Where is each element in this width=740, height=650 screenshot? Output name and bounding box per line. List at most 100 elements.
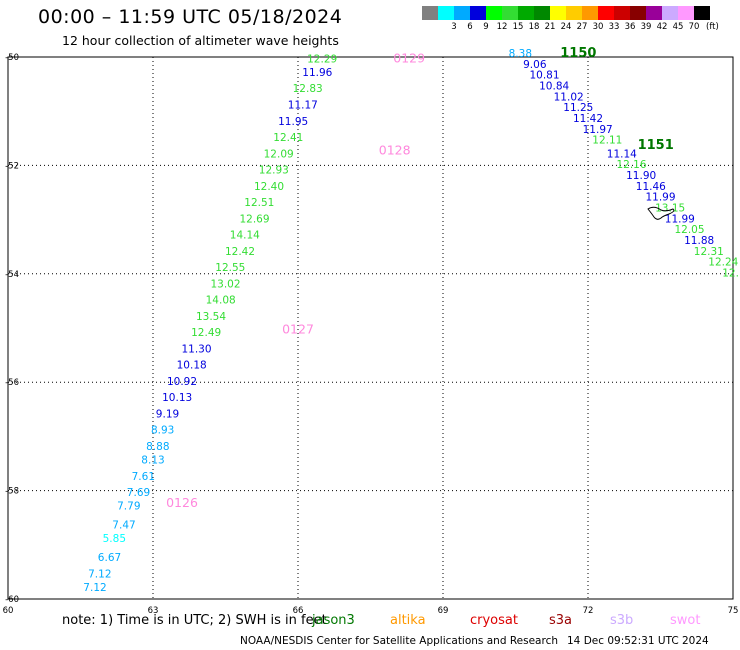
- colorbar-swatch: [694, 6, 710, 20]
- colorbar-tick-label: 45: [672, 22, 684, 32]
- wave-height-label: 12.24: [708, 257, 738, 269]
- wave-height-label: 11.99: [645, 192, 675, 204]
- colorbar-unit: (ft): [706, 22, 719, 32]
- colorbar-tick-label: 70: [688, 22, 700, 32]
- wave-height-label: 10.81: [529, 70, 559, 82]
- pass-label: 0127: [282, 321, 314, 336]
- wave-height-label: 10.13: [162, 392, 192, 404]
- pass-label: 1150: [560, 46, 596, 61]
- pass-label: 1151: [638, 138, 674, 153]
- colorbar-tick-label: 33: [608, 22, 620, 32]
- wave-height-label: 11.90: [626, 170, 656, 182]
- pass-label: 0129: [393, 50, 425, 65]
- colorbar-swatch: [422, 6, 438, 20]
- satellite-legend-cryosat: cryosat: [470, 613, 518, 628]
- footer-note: note: 1) Time is in UTC; 2) SWH is in fe…: [62, 613, 327, 628]
- colorbar-swatch: [486, 6, 502, 20]
- wave-height-label: 10.92: [167, 376, 197, 388]
- x-tick-label: 60: [3, 606, 14, 616]
- colorbar-swatch: [454, 6, 470, 20]
- wave-height-label: 12.49: [191, 327, 221, 339]
- wave-height-label: 11.14: [607, 148, 637, 160]
- colorbar-swatch: [662, 6, 678, 20]
- colorbar-tick-label: 24: [560, 22, 572, 32]
- wave-height-label: 11.46: [636, 181, 666, 193]
- satellite-legend-jason3: jason3: [312, 613, 355, 628]
- colorbar-swatch: [566, 6, 582, 20]
- wave-height-label: 11.30: [181, 343, 211, 355]
- wave-height-label: 5.85: [103, 533, 126, 545]
- colorbar-swatch: [502, 6, 518, 20]
- wave-height-label: 7.47: [112, 520, 135, 532]
- wave-height-label: 14.08: [206, 295, 236, 307]
- island-outline: [647, 206, 675, 220]
- wave-height-label: 12.55: [215, 262, 245, 274]
- footer-credit: NOAA/NESDIS Center for Satellite Applica…: [240, 635, 558, 647]
- wave-height-label: 9.06: [523, 59, 547, 71]
- wave-height-label: 7.12: [83, 582, 106, 594]
- y-tick-label: -50: [5, 53, 19, 63]
- colorbar-tick-label: 18: [528, 22, 540, 32]
- wave-height-label: 10.18: [177, 360, 207, 372]
- plot-frame: [7, 56, 734, 600]
- wave-height-label: 12.: [722, 268, 739, 280]
- colorbar-tick-label: 21: [544, 22, 556, 32]
- wave-height-label: 12.29: [307, 53, 337, 65]
- x-tick-label: 75: [728, 606, 739, 616]
- wave-height-label: 11.97: [583, 124, 613, 136]
- colorbar-swatch: [438, 6, 454, 20]
- wave-height-label: 8.38: [509, 48, 532, 60]
- colorbar-tick-label: 42: [656, 22, 668, 32]
- satellite-legend-swot: swot: [670, 613, 701, 628]
- chart-subtitle: 12 hour collection of altimeter wave hei…: [62, 33, 339, 48]
- wave-height-label: 7.79: [117, 501, 140, 513]
- wave-height-label: 11.96: [302, 67, 332, 79]
- colorbar-swatch: [534, 6, 550, 20]
- wave-height-label: 12.11: [592, 135, 622, 147]
- y-tick-label: -56: [5, 378, 19, 388]
- colorbar-swatch: [614, 6, 630, 20]
- colorbar-swatch: [598, 6, 614, 20]
- colorbar-tick-label: 9: [483, 22, 489, 32]
- colorbar-swatch: [678, 6, 694, 20]
- wave-height-label: 11.99: [665, 213, 695, 225]
- wave-height-label: 14.14: [230, 230, 260, 242]
- wave-height-label: 7.61: [132, 471, 155, 483]
- chart-title: 00:00 – 11:59 UTC 05/18/2024: [38, 6, 343, 28]
- wave-height-label: 12.16: [616, 159, 646, 171]
- wave-height-label: 12.42: [225, 246, 255, 258]
- satellite-legend-s3a: s3a: [549, 613, 573, 628]
- colorbar-tick-label: 39: [640, 22, 652, 32]
- wave-height-label: 8.93: [151, 425, 174, 437]
- wave-height-label: 11.95: [278, 116, 308, 128]
- colorbar-swatch: [550, 6, 566, 20]
- pass-label: 0126: [166, 495, 198, 510]
- colorbar-tick-label: 6: [467, 22, 473, 32]
- wave-height-label: 8.88: [146, 441, 169, 453]
- wave-height-label: 11.17: [288, 99, 318, 111]
- wave-height-label: 12.09: [264, 148, 294, 160]
- wave-height-label: 12.05: [674, 224, 704, 236]
- wave-height-label: 8.13: [141, 455, 164, 467]
- y-tick-label: -54: [5, 270, 19, 280]
- wave-height-label: 12.31: [694, 246, 724, 258]
- wave-height-label: 11.25: [563, 102, 593, 114]
- wave-height-label: 7.69: [127, 487, 150, 499]
- wave-height-label: 12.41: [273, 132, 303, 144]
- x-tick-label: 69: [438, 606, 449, 616]
- colorbar-tick-label: 27: [576, 22, 588, 32]
- colorbar-swatch: [470, 6, 486, 20]
- colorbar-swatch: [646, 6, 662, 20]
- colorbar-tick-label: 12: [496, 22, 508, 32]
- y-tick-label: -60: [5, 595, 19, 605]
- colorbar-tick-label: 3: [451, 22, 457, 32]
- wave-height-label: 11.88: [684, 235, 714, 247]
- wave-height-label: 6.67: [98, 552, 121, 564]
- satellite-legend-altika: altika: [390, 613, 426, 628]
- colorbar-tick-label: 36: [624, 22, 636, 32]
- wave-height-label: 12.83: [293, 83, 323, 95]
- wave-height-label: 13.02: [210, 278, 240, 290]
- colorbar-labels: 3 6 9 12 15 18 21 24 27 30 33 36 39 42 45 70 (ft): [422, 22, 740, 34]
- wave-height-label: 13.54: [196, 311, 226, 323]
